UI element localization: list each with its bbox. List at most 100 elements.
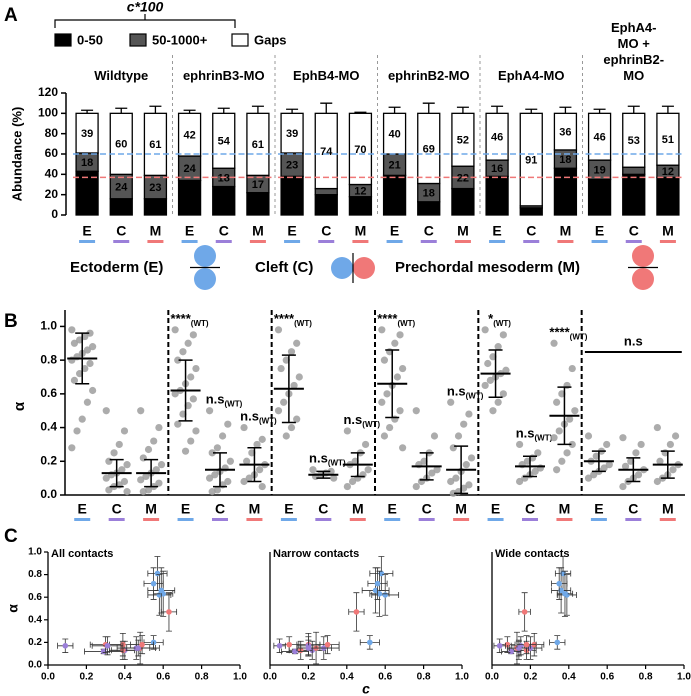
- significance-subscript: (WT): [294, 319, 312, 328]
- legend-label: 50-1000+: [152, 32, 208, 47]
- x-tick-label: 0.2: [79, 672, 93, 683]
- significance: n.s(WT): [240, 409, 277, 426]
- data-point: [566, 415, 574, 423]
- category-underline: [315, 518, 332, 521]
- error-bar: [320, 102, 333, 114]
- significance-subscript: (WT): [493, 319, 511, 328]
- x-tick-label: 0.2: [301, 672, 315, 683]
- data-point: [494, 398, 502, 406]
- data-point: [245, 474, 253, 482]
- data-point: [521, 609, 528, 615]
- data-point: [258, 482, 266, 491]
- subplot-title: All contacts: [51, 548, 113, 560]
- group-label: Wildtype: [94, 68, 149, 83]
- group-label: EphA4-MO: [498, 68, 565, 83]
- bar-segment: [622, 166, 646, 175]
- data-point: [481, 381, 489, 390]
- data-point: [240, 423, 248, 432]
- data-point: [115, 440, 123, 449]
- x-tick-label: E: [82, 223, 91, 239]
- data-point: [179, 410, 187, 418]
- significance: n.s(WT): [343, 412, 380, 429]
- data-point: [208, 449, 216, 457]
- x-tick-label: C: [116, 223, 126, 239]
- data-point: [502, 366, 510, 374]
- x-tick-label: M: [249, 501, 261, 517]
- category-underline: [487, 518, 504, 521]
- data-point: [305, 645, 312, 651]
- y-tick-label: 0.8: [28, 569, 42, 580]
- data-label: 22: [252, 199, 264, 211]
- subplot-title: Narrow contacts: [273, 548, 359, 560]
- data-label: 16: [149, 202, 161, 214]
- x-tick-label: M: [662, 501, 674, 517]
- significance-subscript: (WT): [328, 459, 346, 468]
- data-point: [213, 444, 221, 452]
- x-tick-label: M: [457, 223, 469, 239]
- x-tick-label: 0.6: [378, 672, 392, 683]
- data-point: [135, 645, 142, 651]
- data-point: [550, 339, 558, 347]
- sd-bar: [247, 447, 262, 483]
- significance-subscript: (WT): [362, 420, 380, 429]
- category-underline: [523, 240, 540, 243]
- data-label: 91: [525, 154, 537, 166]
- x-tick-label: C: [112, 501, 122, 517]
- data-label: 38: [286, 191, 298, 203]
- data-point: [282, 356, 290, 364]
- data-point: [489, 407, 497, 415]
- data-point: [179, 348, 187, 356]
- significance: ****(WT): [274, 311, 312, 328]
- data-label: 12: [662, 166, 674, 178]
- data-point: [309, 466, 317, 474]
- x-tick-label: E: [284, 501, 293, 517]
- data-point: [248, 449, 256, 457]
- data-point: [619, 434, 627, 442]
- data-label: 39: [81, 128, 93, 140]
- data-point: [417, 477, 426, 486]
- data-point: [516, 440, 524, 449]
- data-point: [76, 336, 84, 344]
- data-point: [420, 457, 428, 465]
- data-label: 52: [457, 135, 469, 147]
- data-point: [361, 440, 370, 449]
- data-point: [158, 587, 165, 594]
- x-tick-label: 0.0: [41, 672, 55, 683]
- category-underline: [143, 518, 160, 521]
- data-point: [144, 445, 153, 454]
- x-tick-label: E: [491, 501, 500, 517]
- significance-subscript: (WT): [225, 400, 243, 409]
- data-point: [523, 457, 532, 465]
- data-point: [330, 474, 338, 482]
- data-point: [137, 407, 145, 415]
- data-point: [105, 457, 113, 465]
- data-label: 39: [388, 190, 400, 202]
- data-point: [383, 390, 391, 398]
- data-point: [287, 348, 296, 356]
- data-label: 42: [183, 130, 195, 142]
- data-point: [81, 332, 89, 341]
- category-underline: [181, 240, 198, 243]
- data-label: 40: [388, 129, 400, 141]
- data-point: [364, 466, 372, 474]
- data-point: [553, 466, 561, 474]
- y-tick-label: 0: [51, 207, 58, 221]
- x-tick-label: M: [352, 501, 364, 517]
- legend-swatch: [129, 33, 147, 47]
- y-tick-label: 0.4: [28, 614, 42, 625]
- significance-subscript: (WT): [397, 319, 415, 328]
- error-bar: [388, 106, 401, 114]
- data-point: [671, 432, 680, 440]
- data-point: [621, 462, 630, 470]
- category-underline: [591, 240, 608, 243]
- significance: n.s(WT): [309, 451, 346, 468]
- data-point: [486, 376, 494, 384]
- x-tick-label: 0.4: [118, 672, 132, 683]
- data-label: 23: [149, 182, 161, 194]
- data-point: [378, 326, 386, 334]
- category-underline: [420, 240, 437, 243]
- data-point: [489, 353, 497, 361]
- y-axis-label: α: [5, 604, 21, 613]
- data-label: 28: [218, 196, 230, 208]
- error-bar: [354, 111, 367, 114]
